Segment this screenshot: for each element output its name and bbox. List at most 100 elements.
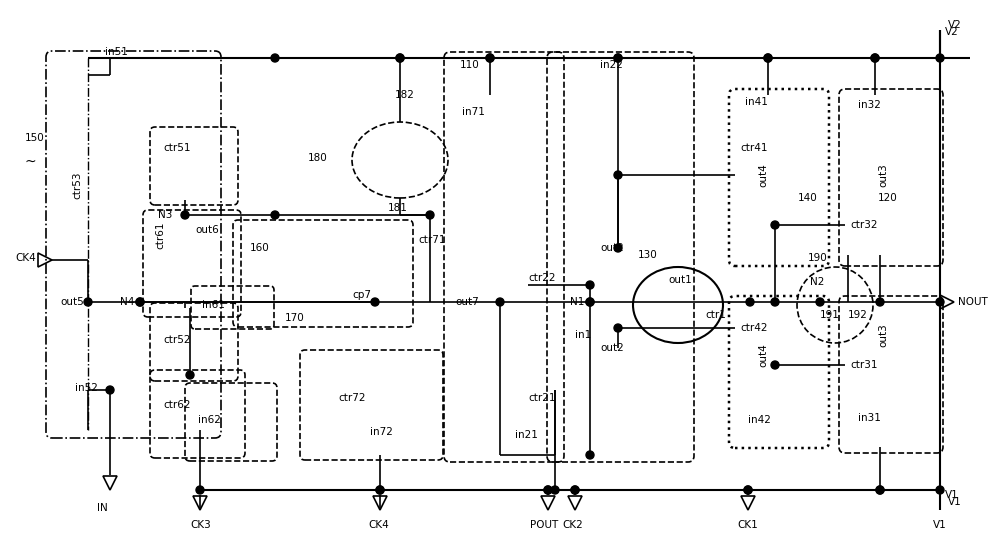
Text: 192: 192 (848, 310, 868, 320)
Circle shape (396, 54, 404, 62)
Text: 180: 180 (308, 153, 328, 163)
Circle shape (816, 298, 824, 306)
Circle shape (586, 298, 594, 306)
Text: CK1: CK1 (737, 520, 758, 530)
Circle shape (614, 244, 622, 252)
Text: N4: N4 (120, 297, 134, 307)
Circle shape (771, 361, 779, 369)
Text: 190: 190 (808, 253, 828, 263)
Text: 170: 170 (285, 313, 305, 323)
Text: N1: N1 (570, 297, 584, 307)
Text: 130: 130 (638, 250, 658, 260)
Text: out6: out6 (195, 225, 219, 235)
Circle shape (106, 386, 114, 394)
Circle shape (544, 486, 552, 494)
Circle shape (871, 54, 879, 62)
Circle shape (746, 298, 754, 306)
Text: 160: 160 (250, 243, 270, 253)
Text: in21: in21 (515, 430, 538, 440)
Circle shape (876, 486, 884, 494)
Text: 181: 181 (388, 203, 408, 213)
Circle shape (136, 298, 144, 306)
Circle shape (486, 54, 494, 62)
Circle shape (396, 54, 404, 62)
Circle shape (551, 486, 559, 494)
Circle shape (586, 298, 594, 306)
Text: in1: in1 (575, 330, 591, 340)
Text: out3: out3 (878, 163, 888, 187)
Text: out2: out2 (600, 343, 624, 353)
Text: ctr71: ctr71 (418, 235, 446, 245)
Text: in71: in71 (462, 107, 485, 117)
Circle shape (614, 171, 622, 179)
Text: in62: in62 (198, 415, 221, 425)
Circle shape (136, 298, 144, 306)
Text: out4: out4 (758, 163, 768, 187)
Text: in61: in61 (202, 300, 225, 310)
Circle shape (186, 371, 194, 379)
Circle shape (181, 211, 189, 219)
Text: N3: N3 (158, 210, 172, 220)
Circle shape (571, 486, 579, 494)
Text: in51: in51 (105, 47, 128, 57)
Circle shape (771, 221, 779, 229)
Text: in72: in72 (370, 427, 393, 437)
Text: in52: in52 (75, 383, 98, 393)
Text: out2: out2 (600, 243, 624, 253)
Circle shape (764, 54, 772, 62)
Text: 150: 150 (25, 133, 45, 143)
Text: 140: 140 (798, 193, 818, 203)
Text: 110: 110 (460, 60, 480, 70)
Circle shape (371, 298, 379, 306)
Circle shape (271, 54, 279, 62)
Text: ctr72: ctr72 (338, 393, 366, 403)
Circle shape (764, 54, 772, 62)
Circle shape (876, 298, 884, 306)
Text: CK4: CK4 (368, 520, 389, 530)
Text: ctr53: ctr53 (72, 171, 82, 199)
Circle shape (496, 298, 504, 306)
Text: ctr21: ctr21 (528, 393, 556, 403)
Text: out1: out1 (668, 275, 692, 285)
Circle shape (936, 54, 944, 62)
Text: ctr62: ctr62 (163, 400, 190, 410)
Text: ctr22: ctr22 (528, 273, 556, 283)
Circle shape (936, 486, 944, 494)
Text: ctr1: ctr1 (705, 310, 726, 320)
Circle shape (571, 486, 579, 494)
Text: in32: in32 (858, 100, 881, 110)
Circle shape (586, 451, 594, 459)
Circle shape (544, 486, 552, 494)
Text: V2: V2 (945, 27, 959, 37)
Text: V2: V2 (948, 20, 962, 30)
Text: NOUT: NOUT (958, 297, 988, 307)
Circle shape (586, 281, 594, 289)
Text: ~: ~ (25, 155, 37, 169)
Circle shape (614, 324, 622, 332)
Circle shape (84, 298, 92, 306)
Circle shape (744, 486, 752, 494)
Text: in42: in42 (748, 415, 771, 425)
Text: 182: 182 (395, 90, 415, 100)
Circle shape (486, 54, 494, 62)
Text: 120: 120 (878, 193, 898, 203)
Text: V1: V1 (948, 497, 962, 507)
Text: cp7: cp7 (352, 290, 371, 300)
Text: ctr32: ctr32 (850, 220, 878, 230)
Circle shape (614, 54, 622, 62)
Text: 191: 191 (820, 310, 840, 320)
Circle shape (376, 486, 384, 494)
Circle shape (744, 486, 752, 494)
Text: V1: V1 (933, 520, 947, 530)
Text: ctr52: ctr52 (163, 335, 190, 345)
Circle shape (871, 54, 879, 62)
Text: in31: in31 (858, 413, 881, 423)
Text: in22: in22 (600, 60, 623, 70)
Text: V1: V1 (945, 490, 959, 500)
Circle shape (614, 54, 622, 62)
Text: ctr42: ctr42 (740, 323, 768, 333)
Circle shape (271, 211, 279, 219)
Text: out5: out5 (60, 297, 84, 307)
Text: in41: in41 (745, 97, 768, 107)
Text: out4: out4 (758, 343, 768, 367)
